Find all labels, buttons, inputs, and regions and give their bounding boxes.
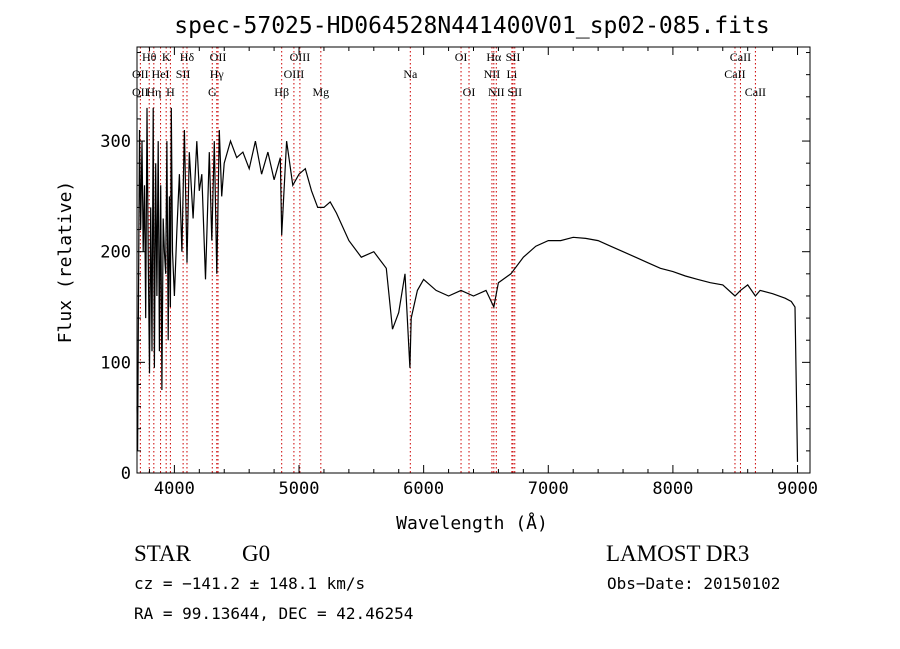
y-tick-label-200: 200 [100, 243, 131, 263]
line-label-3727-r3: OII [132, 85, 149, 99]
x-axis: 4000 5000 6000 7000 8000 9000 [148, 47, 818, 499]
line-label-5175-r3: Mg [312, 85, 329, 99]
x-tick-label-9000: 9000 [777, 479, 818, 499]
line-label-3798-r1: Hθ [142, 50, 157, 64]
line-label-6548-r2: NII [484, 67, 501, 81]
y-tick-label-0: 0 [121, 464, 131, 484]
redshift-readout: cz = −141.2 ± 148.1 km/s [134, 574, 365, 593]
line-label-8662-r3: CaII [745, 85, 766, 99]
line-label-8542-r1: CaII [730, 50, 751, 64]
x-tick-label-5000: 5000 [279, 479, 320, 499]
line-label-4959-r2: OIII [284, 67, 305, 81]
line-label-6717-r1: SII [506, 50, 521, 64]
object-class: STAR [134, 541, 192, 566]
line-label-4861-r3: Hβ [274, 85, 289, 99]
line-label-5007-r1: OIII [290, 50, 311, 64]
line-label-4070-r2: SII [176, 67, 191, 81]
object-subclass: G0 [242, 541, 270, 566]
line-label-6563-r1: Hα [486, 50, 502, 64]
x-tick-label-4000: 4000 [154, 479, 195, 499]
y-tick-label-100: 100 [100, 353, 131, 373]
line-label-3835-r3: Hη [146, 85, 161, 99]
line-label-6364-r3: OI [463, 85, 476, 99]
line-label-5893-r2: Na [403, 67, 418, 81]
line-label-6583-r3: NII [488, 85, 505, 99]
line-label-4350-r1: OII [210, 50, 227, 64]
line-label-3968-r3: H [166, 85, 175, 99]
line-label-3889-r2: HeI [152, 67, 170, 81]
spectral-line-markers [139, 47, 756, 473]
line-label-6708-r2: Li [507, 67, 518, 81]
survey-name: LAMOST DR3 [606, 541, 749, 566]
y-axis: 0 100 200 300 [100, 52, 810, 484]
x-axis-label: Wavelength (Å) [396, 512, 548, 534]
obs-date: Obs−Date: 20150102 [607, 574, 780, 593]
line-label-8498-r2: CaII [724, 67, 745, 81]
chart-title: spec-57025-HD064528N441400V01_sp02-085.f… [174, 13, 769, 39]
line-label-3934-r1: K [162, 50, 171, 64]
y-tick-label-300: 300 [100, 132, 131, 152]
y-axis-label: Flux (relative) [55, 181, 76, 344]
line-label-4340-r2: Hγ [210, 67, 225, 81]
line-label-3727-r2: OII [132, 67, 149, 81]
x-tick-label-6000: 6000 [403, 479, 444, 499]
x-tick-label-8000: 8000 [652, 479, 693, 499]
flux-series-line [136, 107, 799, 462]
x-tick-label-7000: 7000 [528, 479, 569, 499]
line-label-4101-r1: Hδ [180, 50, 195, 64]
line-label-4304-r3: G [208, 85, 217, 99]
coordinates: RA = 99.13644, DEC = 42.46254 [134, 604, 413, 623]
line-label-6300-r1: OI [455, 50, 468, 64]
line-label-6731-r3: SII [507, 85, 522, 99]
